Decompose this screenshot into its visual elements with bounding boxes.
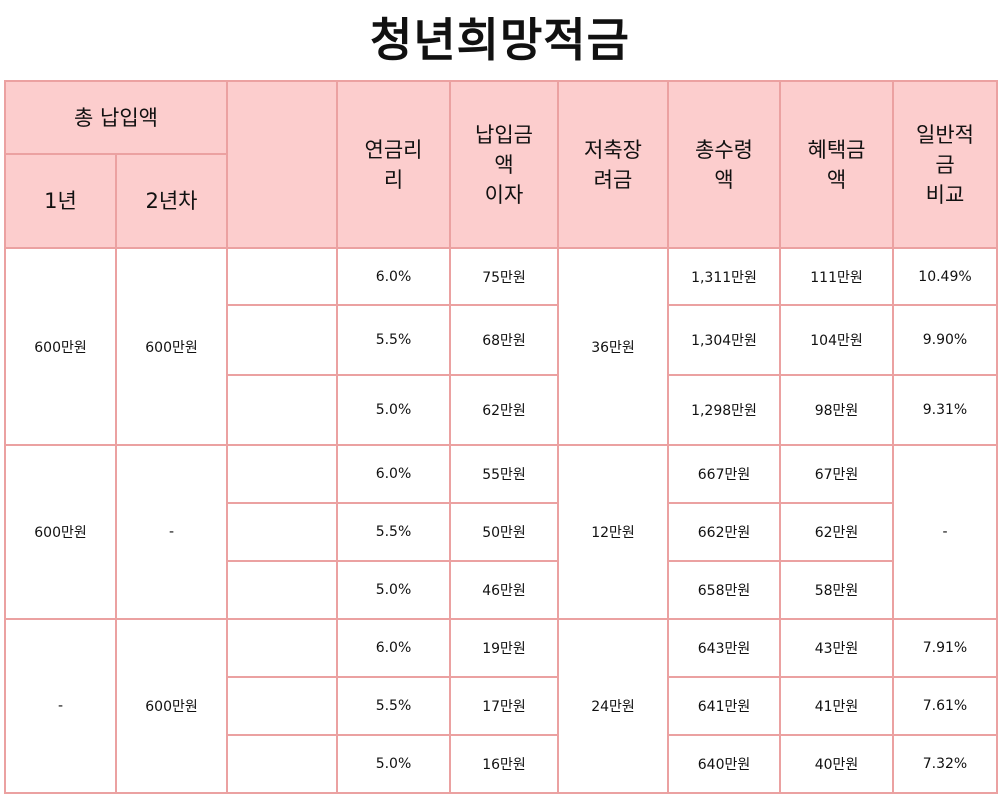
header-payment-interest: 납입금 액 이자 [449,80,559,249]
cell-blank [226,444,338,504]
cell-blank [226,502,338,562]
cell-compare: 9.90% [892,304,998,376]
table-row: 5.0% 62만원 1,298만원 98만원 9.31% [5,374,998,446]
table-row: - 600만원 6.0% 19만원 24만원 643만원 43만원 7.91% [4,618,998,794]
cell-year2: - [115,444,228,620]
cell-rate: 5.0% [336,734,451,794]
savings-table: 총 납입액 연금리 리 납입금 액 이자 저축장 려금 총수령 액 혜택금 액 … [4,80,998,794]
cell-incentive: 24만원 [557,618,669,794]
cell-interest: 16만원 [449,734,559,794]
cell-interest: 62만원 [449,374,559,446]
table-row: 600만원 600만원 6.0% 75만원 36만원 1,311만원 111만원… [4,247,998,446]
cell-interest: 19만원 [449,618,559,678]
cell-incentive: 12만원 [557,444,669,620]
header-total-receipt-text: 총수령 액 [695,137,753,192]
cell-rate: 5.0% [336,560,451,620]
cell-total: 643만원 [667,618,781,678]
cell-compare: 7.91% [892,618,998,678]
cell-blank [226,374,338,446]
cell-benefit: 41만원 [779,676,894,736]
cell-rate: 5.5% [336,502,451,562]
cell-benefit: 111만원 [779,247,894,306]
cell-incentive: 36만원 [557,247,669,446]
cell-total: 1,311만원 [667,247,781,306]
cell-compare: - [892,444,998,620]
cell-rate: 6.0% [336,444,451,504]
header-general-comparison: 일반적 금 비교 [892,80,998,249]
cell-benefit: 58만원 [779,560,894,620]
page-title: 청년희망적금 [370,13,630,67]
cell-rate: 5.0% [336,374,451,446]
header-blank [226,80,338,249]
cell-total: 667만원 [667,444,781,504]
cell-compare: 7.61% [892,676,998,736]
cell-total: 1,304만원 [667,304,781,376]
cell-interest: 55만원 [449,444,559,504]
header-savings-incentive: 저축장 려금 [557,80,669,249]
cell-total: 640만원 [667,734,781,794]
cell-blank [226,676,338,736]
header-benefit-amount-text: 혜택금 액 [807,137,866,192]
cell-compare: 9.31% [892,374,998,446]
cell-blank [226,247,338,306]
cell-interest: 68만원 [449,304,559,376]
header-total-payment: 총 납입액 [4,80,228,155]
header-total-receipt: 총수령 액 [667,80,781,249]
cell-total: 658만원 [667,560,781,620]
table-row: 5.5% 17만원 641만원 41만원 7.61% [5,676,998,736]
cell-rate: 5.5% [336,304,451,376]
cell-benefit: 43만원 [779,618,894,678]
cell-total: 1,298만원 [667,374,781,446]
cell-benefit: 67만원 [779,444,894,504]
cell-benefit: 40만원 [779,734,894,794]
cell-total: 641만원 [667,676,781,736]
cell-compare: 7.32% [892,734,998,794]
cell-benefit: 104만원 [779,304,894,376]
cell-year2: 600만원 [115,247,228,446]
cell-benefit: 62만원 [779,502,894,562]
cell-year1: 600만원 [4,247,117,446]
cell-blank [226,734,338,794]
cell-compare: 10.49% [892,247,998,306]
cell-interest: 17만원 [449,676,559,736]
table-row: 600만원 - 6.0% 55만원 12만원 667만원 67만원 - [4,444,998,620]
cell-rate: 5.5% [336,676,451,736]
cell-interest: 50만원 [449,502,559,562]
cell-blank [226,560,338,620]
header-interest-rate: 연금리 리 [336,80,451,249]
cell-blank [226,304,338,376]
cell-year2: 600만원 [115,618,228,794]
cell-year1: 600만원 [4,444,117,620]
cell-interest: 75만원 [449,247,559,306]
cell-rate: 6.0% [336,618,451,678]
cell-year1: - [4,618,117,794]
table-row: 5.5% 68만원 1,304만원 104만원 9.90% [5,304,998,376]
table-row: 5.0% 46만원 658만원 58만원 [5,560,997,620]
table-row: 5.5% 50만원 662만원 62만원 [5,502,997,562]
cell-total: 662만원 [667,502,781,562]
table-row: 5.0% 16만원 640만원 40만원 7.32% [5,734,998,794]
header-savings-incentive-text: 저축장 려금 [584,137,642,192]
header-payment-interest-text: 납입금 액 이자 [475,122,533,207]
header-interest-rate-text: 연금리 리 [364,137,423,192]
cell-blank [226,618,338,678]
cell-benefit: 98만원 [779,374,894,446]
cell-interest: 46만원 [449,560,559,620]
cell-rate: 6.0% [336,247,451,306]
header-year1: 1년 [4,153,117,249]
header-year2: 2년차 [115,153,228,249]
header-benefit-amount: 혜택금 액 [779,80,894,249]
header-general-comparison-text: 일반적 금 비교 [916,122,974,207]
